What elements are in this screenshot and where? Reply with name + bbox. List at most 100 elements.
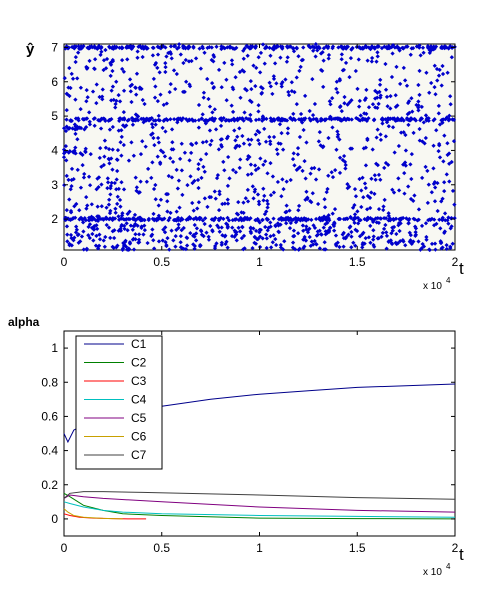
scatter-point [376, 236, 381, 241]
scatter-point [431, 181, 437, 187]
scatter-point [200, 218, 206, 223]
scatter-point [326, 228, 332, 233]
scatter-point [192, 222, 197, 228]
scatter-point [322, 240, 327, 245]
scatter-point [110, 229, 115, 234]
scatter-point [213, 127, 219, 132]
y-tick-label: 0.8 [41, 375, 58, 389]
scatter-point [384, 246, 389, 251]
scatter-point [280, 177, 285, 182]
scatter-point [178, 240, 183, 245]
scatter-point [107, 197, 112, 202]
scatter-point [100, 97, 105, 102]
scatter-point [335, 240, 340, 245]
scatter-point [202, 169, 207, 174]
scatter-point [127, 241, 133, 246]
scatter-point [382, 165, 387, 171]
scatter-point [256, 166, 261, 171]
scatter-point [179, 141, 184, 146]
scatter-point [158, 148, 164, 153]
scatter-point [69, 71, 74, 76]
scatter-point [252, 240, 257, 246]
scatter-point [293, 220, 299, 225]
scatter-point [245, 217, 250, 222]
scatter-point [231, 167, 236, 173]
scatter-point [321, 144, 326, 149]
scatter-point [87, 235, 92, 241]
scatter-point [232, 228, 237, 233]
scatter-point [265, 201, 271, 207]
scatter-point [137, 86, 143, 91]
scatter-point [117, 99, 123, 104]
scatter-point [73, 116, 79, 121]
scatter-point [234, 45, 239, 50]
scatter-point [275, 179, 281, 185]
scatter-point [168, 44, 174, 49]
scatter-point [264, 236, 269, 241]
scatter-point [107, 157, 112, 162]
scatter-point [285, 131, 290, 136]
scatter-point [125, 228, 130, 233]
scatter-point [262, 193, 267, 199]
scatter-point [217, 192, 222, 197]
scatter-point [241, 141, 247, 146]
scatter-point [158, 92, 163, 97]
legend-label-c7: C7 [131, 448, 147, 462]
scatter-point [107, 161, 112, 166]
scatter-point [197, 46, 202, 51]
scatter-point [224, 77, 229, 82]
scatter-point [381, 204, 386, 209]
scatter-point [256, 199, 262, 204]
scatter-point [179, 227, 184, 233]
x-tick-label: 0 [61, 541, 68, 555]
scatter-point [64, 207, 69, 213]
scatter-point [425, 168, 430, 174]
scatter-point [185, 235, 190, 241]
scatter-point [104, 205, 109, 210]
scatter-point [448, 226, 453, 231]
scatter-point [79, 234, 85, 239]
scatter-point [94, 223, 99, 228]
scatter-point [195, 206, 200, 211]
scatter-point [109, 116, 114, 122]
scatter-point [265, 171, 270, 176]
scatter-point [128, 89, 133, 94]
scatter-point [105, 180, 111, 185]
scatter-point [191, 44, 196, 49]
scatter-point [317, 246, 323, 251]
scatter-point [133, 118, 138, 123]
scatter-point [68, 232, 74, 238]
scatter-point [432, 217, 437, 222]
scatter-point [268, 245, 274, 250]
scatter-point [334, 147, 339, 152]
scatter-point [72, 235, 77, 240]
scatter-point [103, 216, 109, 221]
scatter-point [237, 126, 242, 131]
scatter-point [301, 228, 306, 233]
scatter-point [205, 45, 210, 51]
scatter-point [450, 241, 455, 246]
scatter-point [297, 134, 303, 140]
scatter-point [156, 203, 161, 208]
scatter-point [169, 127, 175, 132]
scatter-point [169, 228, 174, 233]
scatter-point [284, 209, 289, 214]
scatter-point [128, 223, 133, 228]
scatter-point [230, 225, 235, 230]
scatter-point [241, 56, 246, 61]
scatter-point [234, 211, 240, 216]
scatter-point [363, 145, 368, 150]
scatter-point [74, 224, 79, 229]
scatter-point [268, 224, 273, 229]
scatter-point [233, 75, 238, 80]
scatter-point [109, 88, 114, 93]
scatter-point [217, 229, 222, 234]
scatter-point [202, 221, 207, 227]
scatter-point [274, 242, 279, 248]
scatter-point [192, 246, 197, 251]
scatter-point [378, 132, 383, 137]
scatter-point [247, 142, 252, 147]
scatter-point [416, 207, 422, 212]
scatter-point [108, 186, 113, 191]
scatter-point [233, 170, 238, 175]
